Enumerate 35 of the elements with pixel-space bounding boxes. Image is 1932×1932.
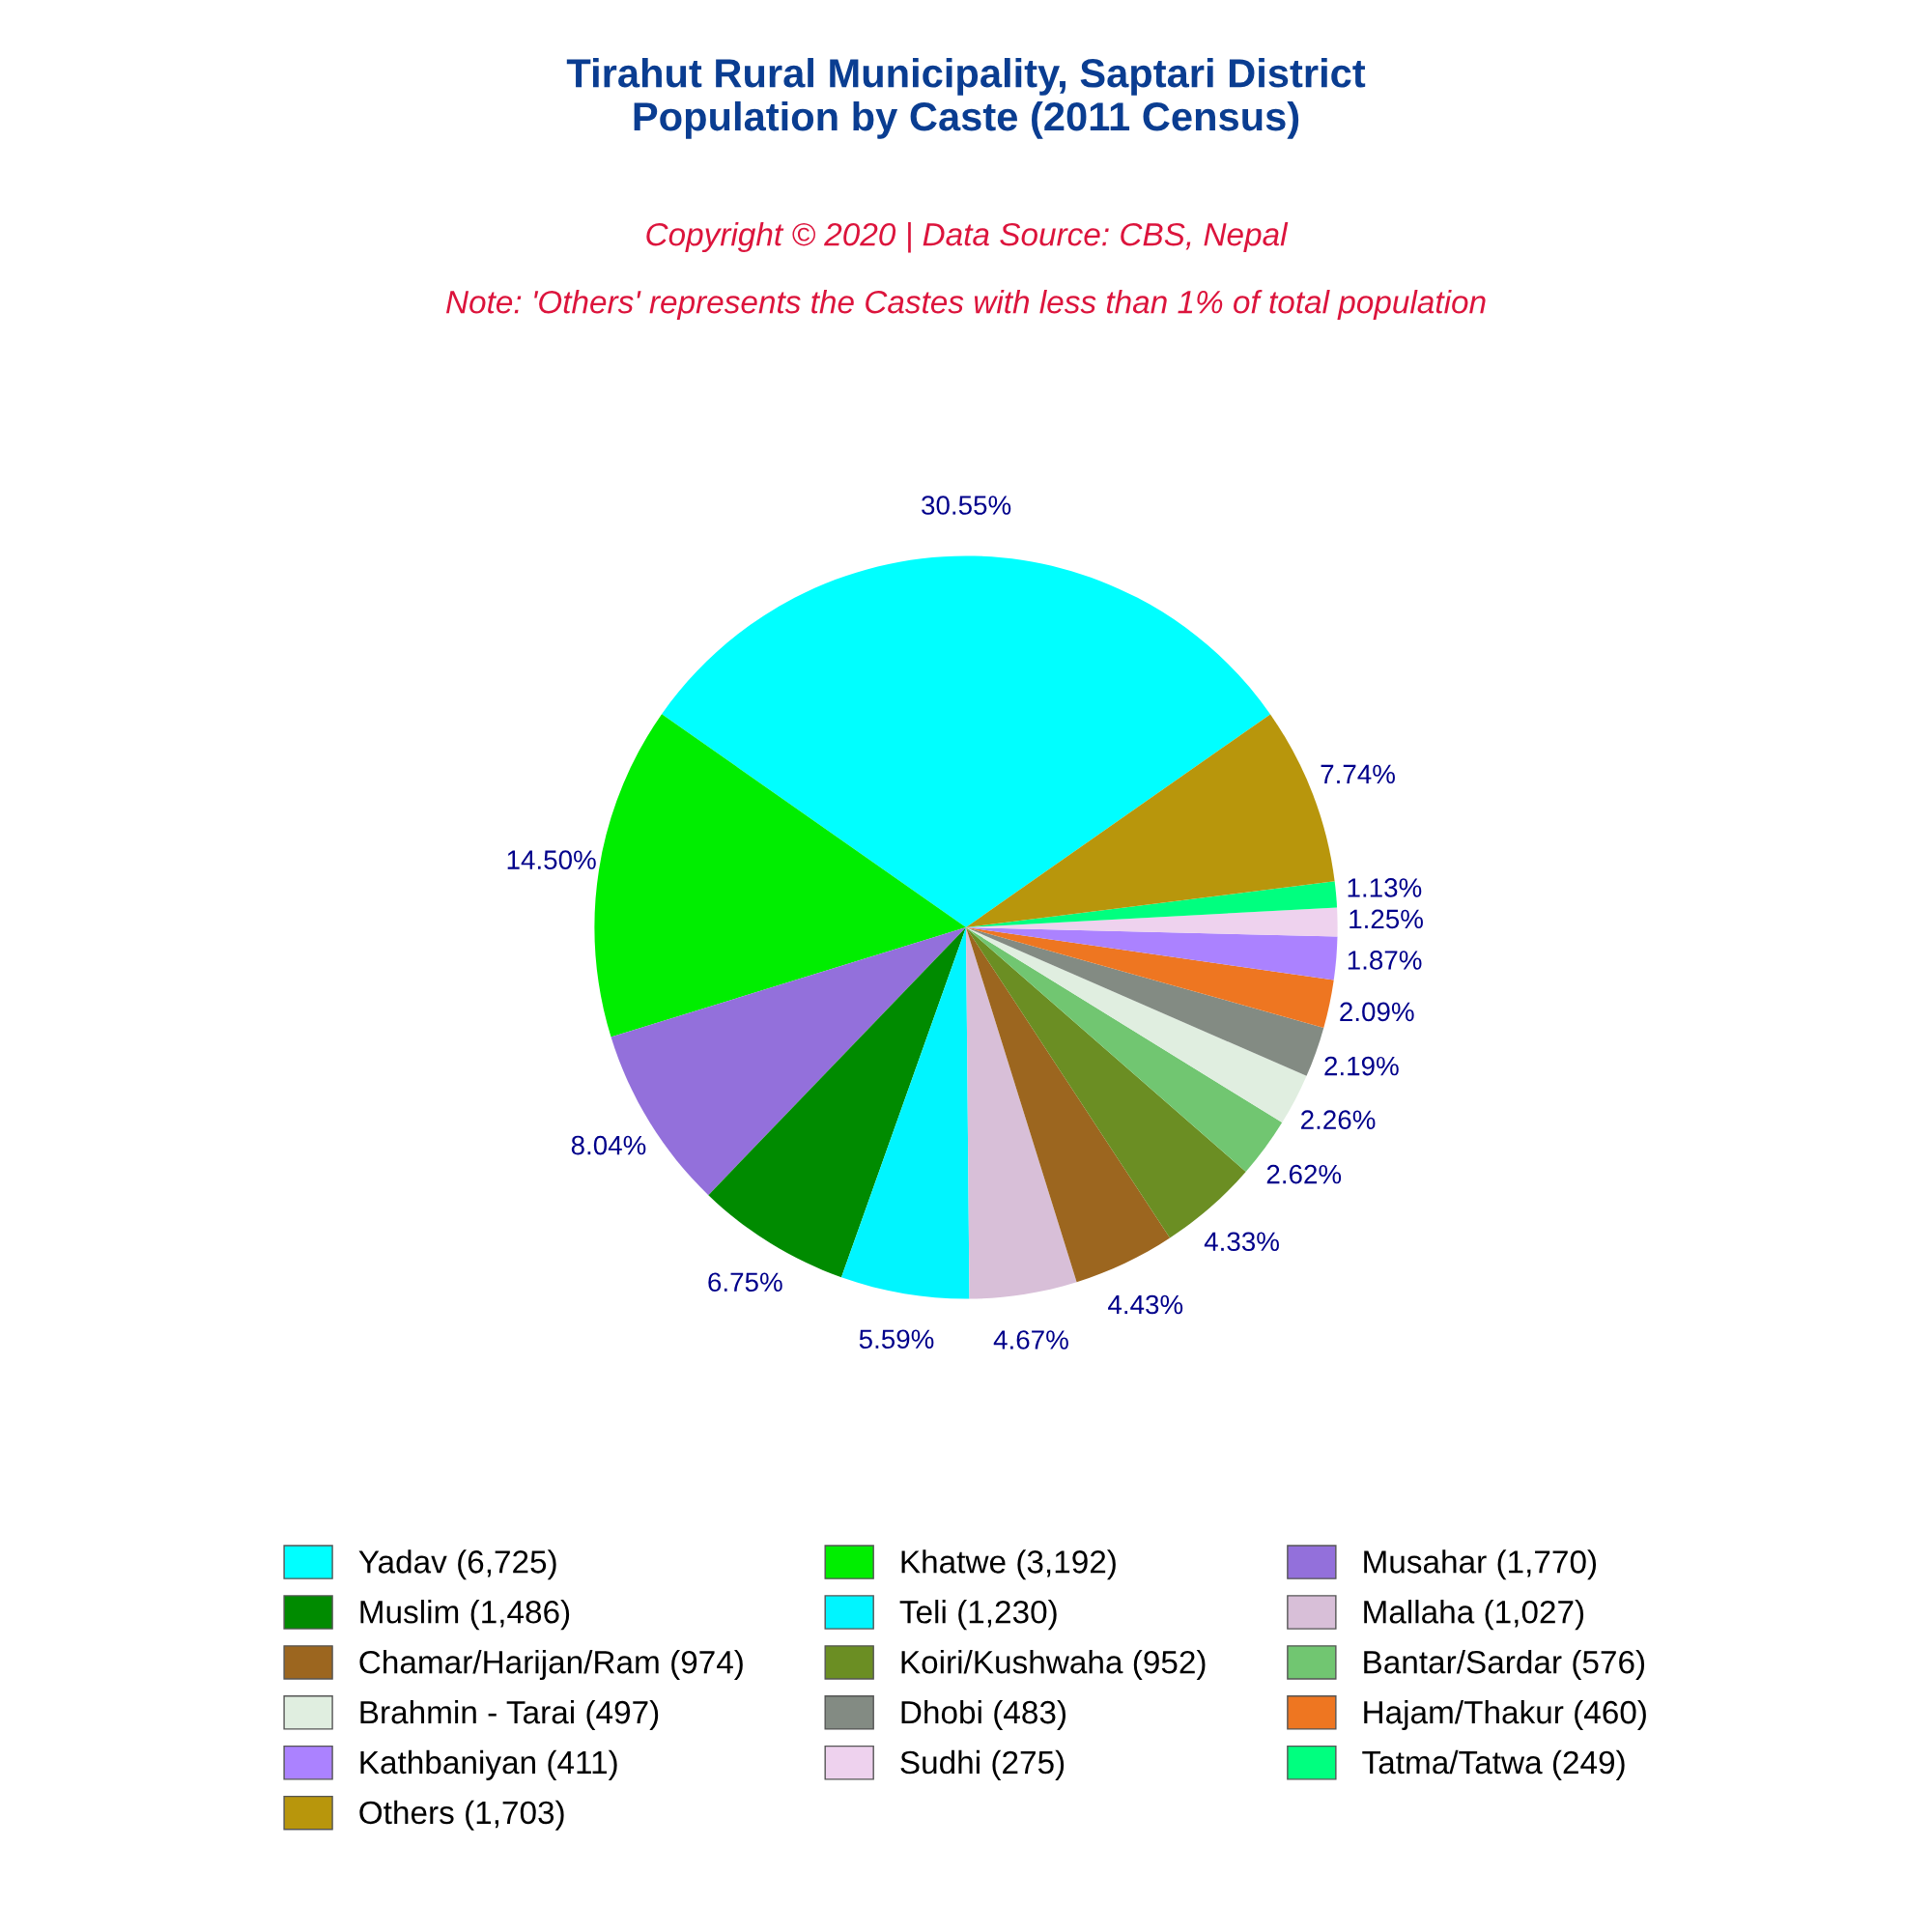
legend-label: Mallaha (1,027) — [1364, 1600, 1584, 1631]
legend-label: Chamar/Harijan/Ram (974) — [359, 1650, 743, 1681]
data-label: 5.59% — [859, 1329, 934, 1350]
data-label: 2.09% — [1340, 1002, 1414, 1022]
legend-label: Muslim (1,486) — [360, 1600, 570, 1631]
data-label: 6.75% — [708, 1272, 782, 1293]
legend-label: Sudhi (275) — [900, 1749, 1065, 1780]
legend-label: Yadav (6,725) — [358, 1549, 556, 1580]
data-label: 30.55% — [922, 496, 1011, 515]
legend-label: Tatma/Tatwa (249) — [1362, 1749, 1625, 1780]
legend-label: Hajam/Thakur (460) — [1364, 1699, 1646, 1730]
legend-label: Khatwe (3,192) — [901, 1549, 1116, 1580]
data-label: 2.62% — [1266, 1164, 1342, 1184]
chart-title: Tirahut Rural Municipality, Saptari District Population by Caste (2011 Census) — [566, 58, 1366, 139]
chart-subtitle: Copyright © 2020 | Data Source: CBS, Nepal — [646, 222, 1289, 253]
data-label: 2.19% — [1324, 1056, 1399, 1076]
data-label: 1.13% — [1348, 878, 1422, 897]
data-label: 8.04% — [571, 1135, 646, 1155]
data-label: 7.74% — [1321, 764, 1395, 784]
legend-label: Bantar/Sardar (576) — [1364, 1650, 1645, 1681]
legend-label: Brahmin - Tarai (497) — [360, 1699, 659, 1730]
text: Note: 'Others' represents the Castes with less than 1% of total population — [446, 290, 1486, 321]
data-label: 14.50% — [507, 850, 596, 869]
legend-label: Others (1,703) — [359, 1800, 564, 1831]
data-label: 1.87% — [1348, 951, 1422, 970]
legend-label: Teli (1,230) — [899, 1600, 1057, 1631]
data-label: 4.33% — [1204, 1232, 1279, 1252]
legend-label: Koiri/Kushwaha (952) — [901, 1650, 1206, 1681]
legend-label: Kathbaniyan (411) — [360, 1749, 617, 1780]
data-label: 2.26% — [1301, 1110, 1376, 1130]
legend-label: Musahar (1,770) — [1364, 1549, 1597, 1580]
data-label: 1.25% — [1350, 909, 1423, 929]
legend-label: Dhobi (483) — [901, 1699, 1065, 1730]
data-label: 4.67% — [993, 1330, 1068, 1350]
data-label: 4.43% — [1108, 1294, 1183, 1315]
